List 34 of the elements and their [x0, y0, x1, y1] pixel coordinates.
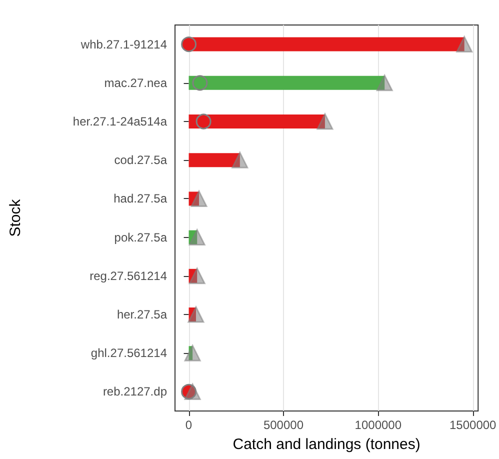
y-axis-title: Stock — [7, 198, 24, 237]
y-tick-label: whb.27.1-91214 — [80, 37, 168, 52]
y-tick-label: mac.27.nea — [104, 76, 168, 90]
bar — [188, 192, 200, 206]
point — [188, 268, 206, 284]
point — [181, 36, 197, 52]
y-tick-label: cod.27.5a — [114, 153, 168, 168]
x-tick-label: 1500000 — [450, 418, 497, 432]
y-tick-label: her.27.5a — [116, 308, 168, 322]
y-tick-label: reg.27.561214 — [90, 268, 168, 283]
bar — [188, 153, 240, 168]
bar — [188, 76, 385, 90]
point — [196, 114, 212, 130]
point — [184, 344, 201, 362]
x-tick-label: 0 — [185, 418, 192, 432]
point — [316, 113, 334, 130]
point — [192, 75, 208, 91]
point — [190, 190, 208, 207]
x-axis-title: Catch and landings (tonnes) — [232, 436, 420, 453]
point — [376, 74, 393, 92]
point — [232, 152, 248, 168]
y-tick-label: pok.27.5a — [114, 230, 168, 244]
y-tick-label: had.27.5a — [114, 192, 168, 206]
y-tick-label: her.27.1-24a514a — [72, 114, 168, 128]
y-tick-label: ghl.27.561214 — [90, 346, 168, 360]
x-tick-label: 500000 — [263, 418, 304, 432]
point — [184, 383, 201, 400]
point — [188, 306, 204, 323]
y-tick-label: reb.2127.dp — [102, 384, 168, 399]
point — [188, 229, 206, 246]
x-tick-label: 1000000 — [354, 418, 402, 432]
point — [456, 36, 473, 53]
bar — [188, 114, 325, 128]
point — [181, 384, 197, 400]
